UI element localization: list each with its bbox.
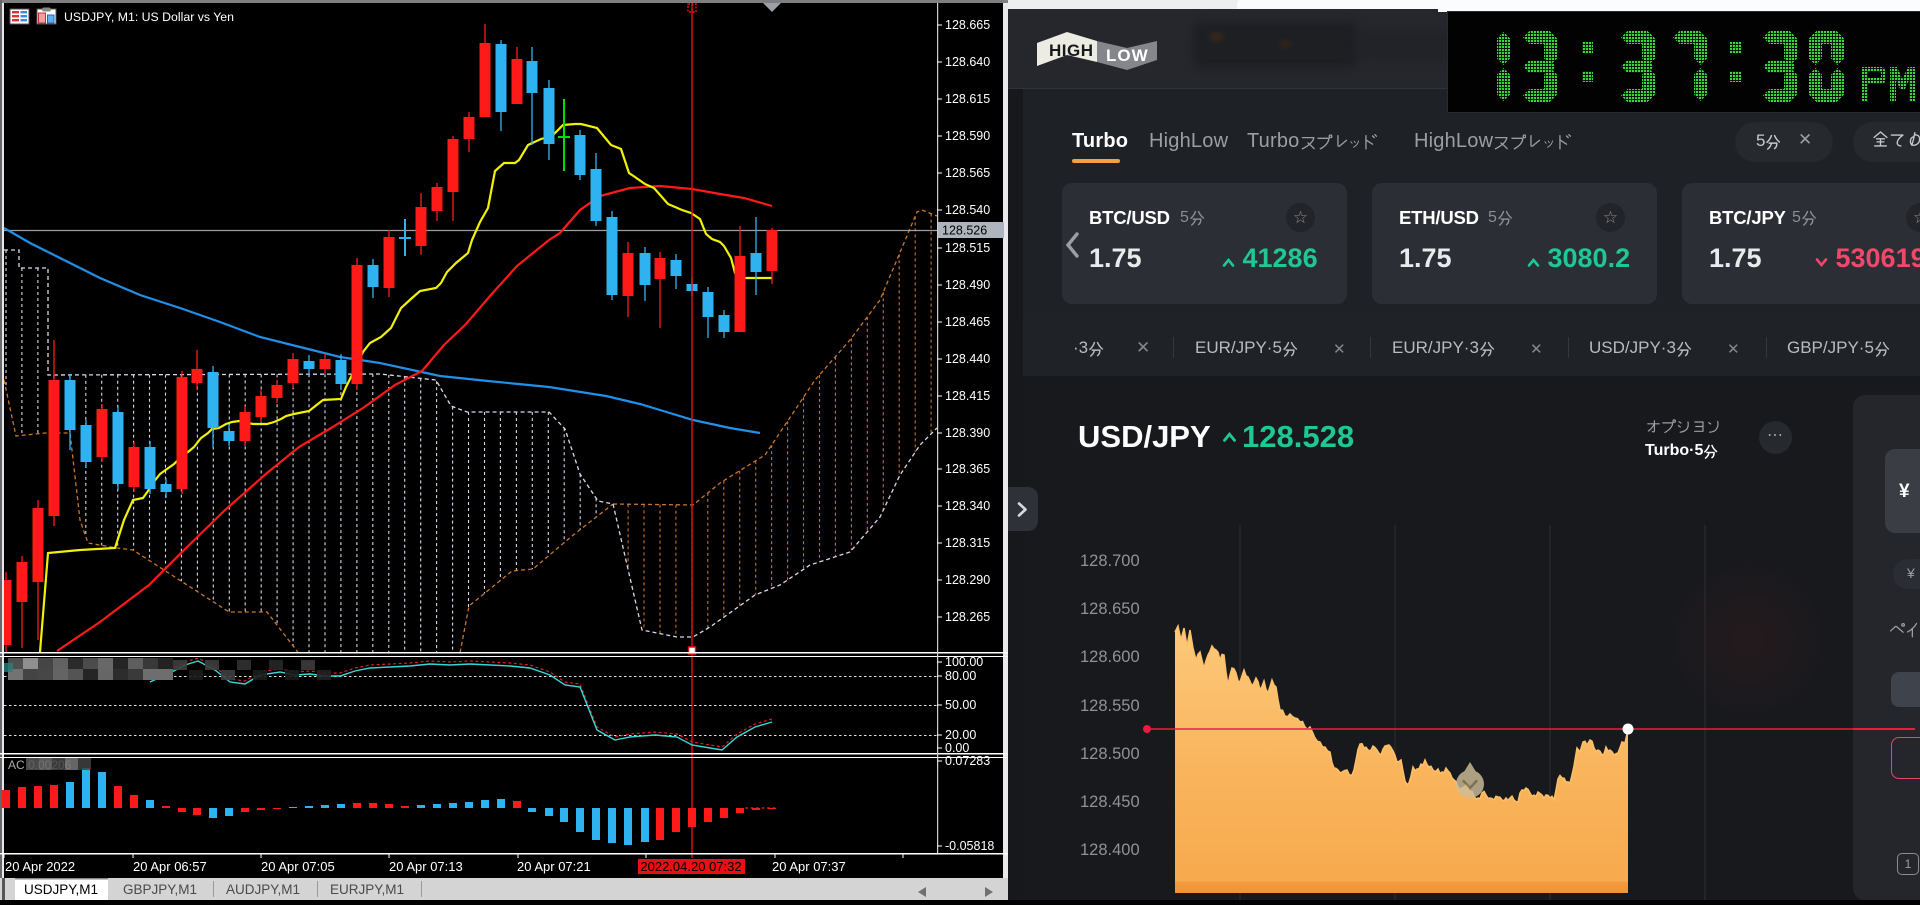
svg-text:128.315: 128.315 — [945, 536, 990, 550]
svg-text:128.290: 128.290 — [945, 573, 990, 587]
svg-text:128.565: 128.565 — [945, 166, 990, 180]
svg-text:128.440: 128.440 — [945, 352, 990, 366]
svg-text:100.00: 100.00 — [945, 655, 983, 669]
svg-text:128.490: 128.490 — [945, 278, 990, 292]
svg-text:AUDJPY,M1: AUDJPY,M1 — [226, 882, 300, 897]
svg-text:USDJPY, M1: US Dollar vs Yen: USDJPY, M1: US Dollar vs Yen — [64, 10, 234, 24]
svg-text:50.00: 50.00 — [945, 698, 976, 712]
svg-text:128.415: 128.415 — [945, 389, 990, 403]
svg-text:EURJPY,M1: EURJPY,M1 — [330, 882, 404, 897]
svg-text:128.515: 128.515 — [945, 241, 990, 255]
svg-text:128.390: 128.390 — [945, 426, 990, 440]
svg-text:128.526: 128.526 — [942, 224, 987, 238]
svg-text:0.07283: 0.07283 — [945, 754, 990, 768]
svg-text:128.540: 128.540 — [945, 203, 990, 217]
svg-text:20 Apr 2022: 20 Apr 2022 — [5, 859, 75, 874]
svg-text:-0.05818: -0.05818 — [945, 839, 994, 853]
svg-text:20.00: 20.00 — [945, 728, 976, 742]
svg-text:LOW: LOW — [1106, 46, 1149, 65]
svg-text:20 Apr 07:21: 20 Apr 07:21 — [517, 859, 591, 874]
svg-text:80.00: 80.00 — [945, 669, 976, 683]
svg-text:128.465: 128.465 — [945, 315, 990, 329]
svg-text:128.340: 128.340 — [945, 499, 990, 513]
svg-text:HIGH: HIGH — [1049, 41, 1094, 60]
svg-text:20 Apr 06:57: 20 Apr 06:57 — [133, 859, 207, 874]
svg-text:128.615: 128.615 — [945, 92, 990, 106]
svg-text:0.00: 0.00 — [945, 741, 969, 755]
svg-text:USDJPY,M1: USDJPY,M1 — [24, 882, 98, 897]
svg-text:20 Apr 07:13: 20 Apr 07:13 — [389, 859, 463, 874]
svg-text:128.590: 128.590 — [945, 129, 990, 143]
svg-text:20 Apr 07:37: 20 Apr 07:37 — [772, 859, 846, 874]
svg-text:2022.04.20 07:32: 2022.04.20 07:32 — [640, 859, 741, 874]
svg-text:128.640: 128.640 — [945, 55, 990, 69]
svg-text:128.265: 128.265 — [945, 610, 990, 624]
svg-text:GBPJPY,M1: GBPJPY,M1 — [123, 882, 197, 897]
svg-text:128.365: 128.365 — [945, 462, 990, 476]
svg-text:20 Apr 07:05: 20 Apr 07:05 — [261, 859, 335, 874]
svg-text:128.665: 128.665 — [945, 18, 990, 32]
